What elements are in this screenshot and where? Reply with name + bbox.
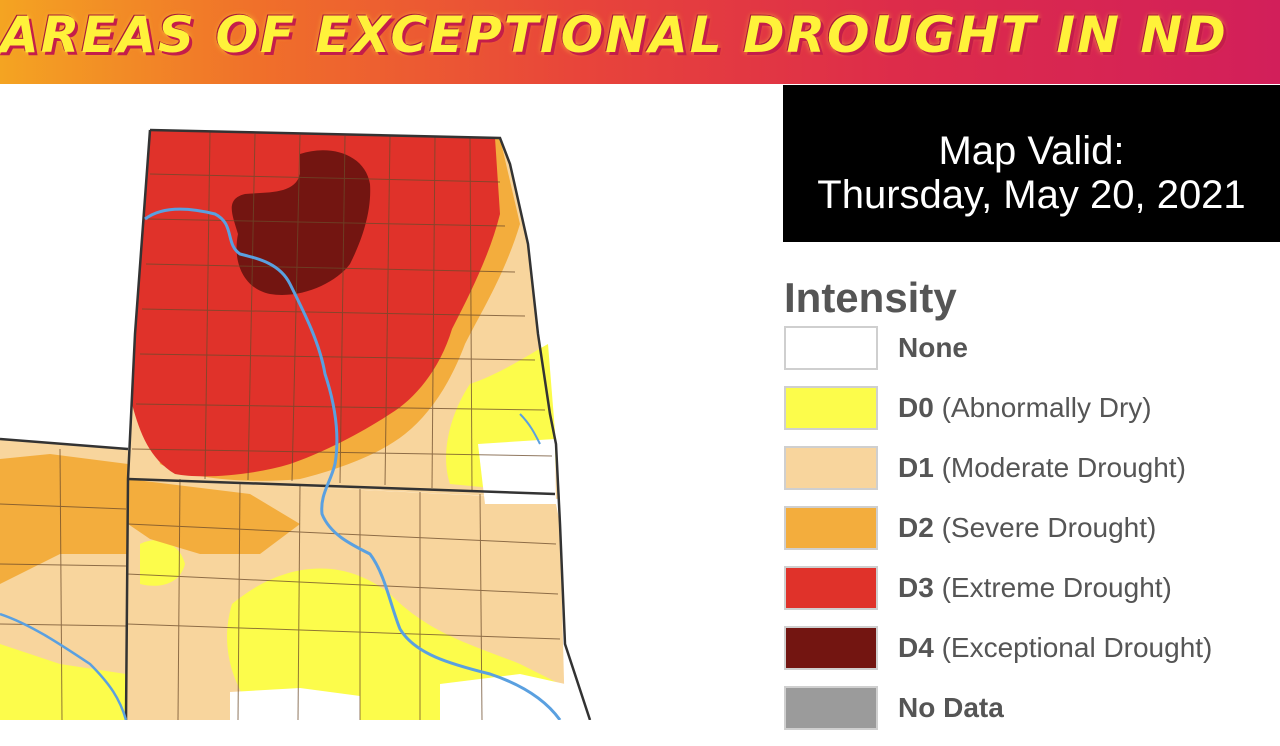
- legend-desc: (Exceptional Drought): [941, 632, 1213, 663]
- legend-code: None: [898, 332, 968, 363]
- legend-code: D4: [898, 632, 934, 663]
- legend-swatch-d0: [784, 386, 878, 430]
- legend-item-d4: D4 (Exceptional Drought): [784, 626, 1280, 686]
- legend-item-d3: D3 (Extreme Drought): [784, 566, 1280, 626]
- legend-code: D3: [898, 572, 934, 603]
- legend-swatch-d3: [784, 566, 878, 610]
- sd-d0-west: [140, 540, 185, 586]
- title-banner: AREAS OF EXCEPTIONAL DROUGHT IN ND: [0, 0, 1280, 84]
- river-tributary-east: [519, 413, 541, 445]
- legend-item-d0: D0 (Abnormally Dry): [784, 386, 1280, 446]
- legend-item-no-data: No Data: [784, 686, 1280, 746]
- montana-d0-band: [0, 644, 126, 720]
- drought-map-svg: [0, 84, 780, 720]
- legend-desc: (Severe Drought): [941, 512, 1157, 543]
- missouri-river: [144, 207, 562, 720]
- intensity-legend: Intensity None D0 (Abnormally Dry) D1 (M…: [784, 270, 1280, 730]
- sd-none-east: [440, 674, 565, 720]
- sd-d2-band: [128, 479, 300, 554]
- legend-desc: (Moderate Drought): [941, 452, 1186, 483]
- legend-swatch-d2: [784, 506, 878, 550]
- legend-swatch-no-data: [784, 686, 878, 730]
- legend-desc: (Abnormally Dry): [941, 392, 1152, 423]
- legend-code: D1: [898, 452, 934, 483]
- legend-item-none: None: [784, 326, 1280, 386]
- legend-title: Intensity: [784, 274, 957, 321]
- banner-title: AREAS OF EXCEPTIONAL DROUGHT IN ND: [0, 6, 1228, 64]
- legend-code: No Data: [898, 692, 1004, 723]
- map-valid-date: Thursday, May 20, 2021: [817, 173, 1246, 217]
- legend-swatch-d1: [784, 446, 878, 490]
- legend-item-d1: D1 (Moderate Drought): [784, 446, 1280, 506]
- county-lines: [0, 131, 561, 720]
- legend-swatch-d4: [784, 626, 878, 670]
- map-valid-box: Map Valid: Thursday, May 20, 2021: [783, 85, 1280, 242]
- legend-item-d2: D2 (Severe Drought): [784, 506, 1280, 566]
- montana-d2-band: [0, 454, 128, 584]
- legend-swatch-none: [784, 326, 878, 370]
- legend-code: D0: [898, 392, 934, 423]
- legend-desc: (Extreme Drought): [941, 572, 1172, 603]
- drought-map: [0, 84, 780, 720]
- nd-d3-region: [132, 130, 500, 477]
- state-boundaries: [0, 128, 592, 720]
- nd-d4-region: [231, 150, 371, 295]
- legend-code: D2: [898, 512, 934, 543]
- map-valid-label: Map Valid:: [938, 129, 1125, 173]
- sd-none-area: [230, 688, 360, 720]
- river-tributary: [0, 612, 128, 720]
